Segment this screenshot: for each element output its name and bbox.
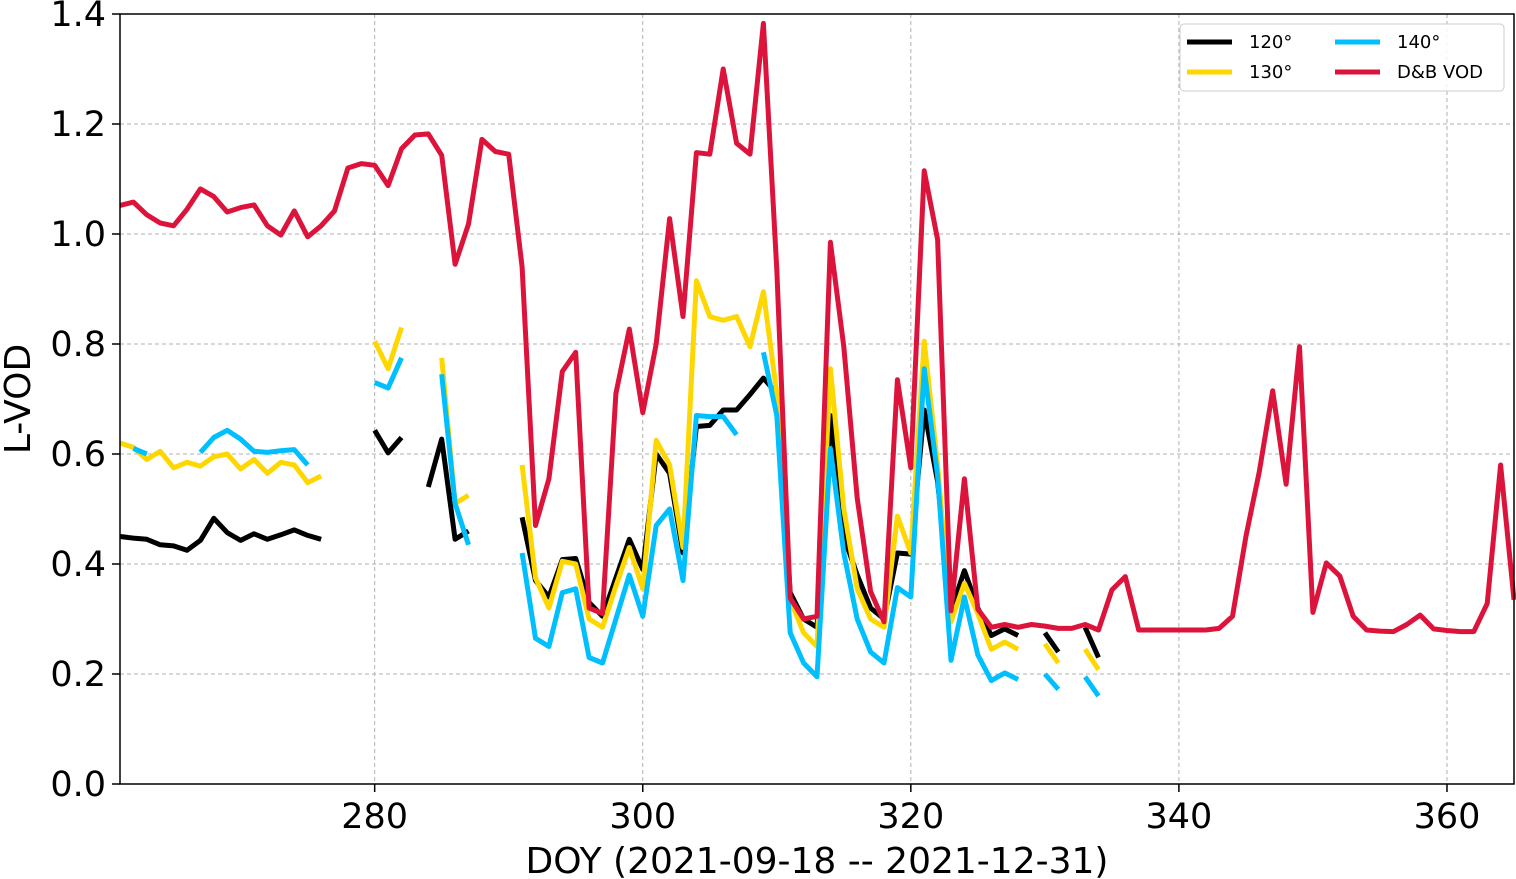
y-tick-label: 0.2: [50, 655, 106, 695]
y-tick-label: 1.4: [50, 0, 106, 35]
plot-frame: [119, 13, 1515, 785]
legend-label: 120°: [1249, 32, 1292, 53]
series-line: [119, 20, 1516, 635]
series-2: [132, 351, 1101, 698]
y-tick-label: 0.0: [50, 765, 106, 805]
series-layer: [119, 20, 1516, 698]
y-tick-label: 1.2: [50, 105, 106, 145]
x-tick-label: 360: [1414, 797, 1481, 837]
y-tick-label: 0.4: [50, 545, 106, 585]
legend-box: [1179, 23, 1505, 92]
y-tick-label: 0.6: [50, 435, 106, 475]
x-axis: 280 300 320 340 360: [341, 784, 1480, 837]
y-axis-label: L-VOD: [0, 344, 39, 454]
x-axis-label: DOY (2021-09-18 -- 2021-12-31): [526, 841, 1109, 879]
y-axis: 0.0 0.2 0.4 0.6 0.8 1.0 1.2 1.4: [50, 0, 120, 805]
legend-label: D&B VOD: [1397, 62, 1483, 83]
legend-label: 140°: [1397, 32, 1440, 53]
series-line: [132, 351, 1101, 698]
x-tick-label: 300: [609, 797, 676, 837]
grid-lines: [120, 14, 1514, 784]
legend-label: 130°: [1249, 62, 1292, 83]
x-tick-label: 340: [1145, 797, 1212, 837]
y-tick-label: 1.0: [50, 215, 106, 255]
legend: 120° 130° 140° D&B VOD: [1179, 23, 1505, 92]
x-tick-label: 280: [341, 797, 408, 837]
series-3: [119, 20, 1516, 635]
x-tick-label: 320: [877, 797, 944, 837]
y-tick-label: 0.8: [50, 325, 106, 365]
